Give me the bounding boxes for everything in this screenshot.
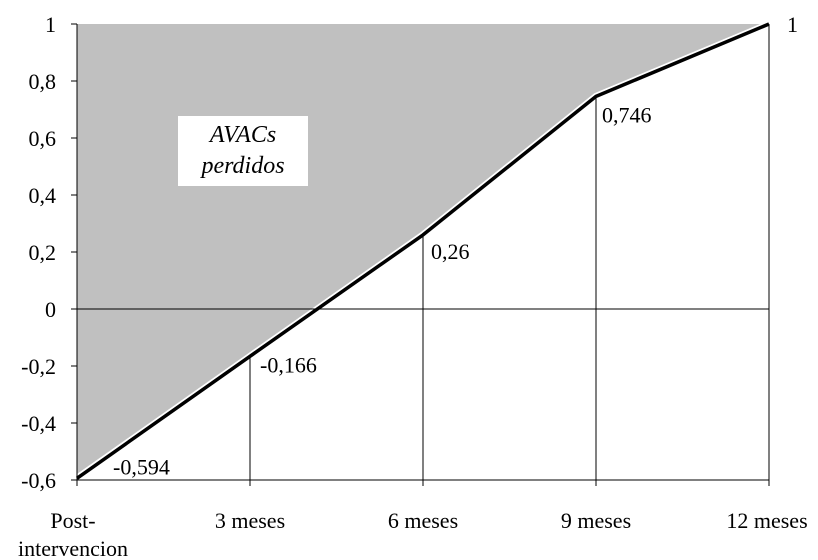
data-label: 1: [787, 12, 798, 37]
y-tick-label: 0,2: [29, 240, 57, 265]
x-tick-label: 3 meses: [215, 508, 285, 533]
axes: [71, 23, 770, 486]
annotation-line-2: perdidos: [201, 153, 285, 179]
y-tick-label: -0,2: [21, 354, 56, 379]
annotation-line-1: AVACs: [209, 122, 277, 148]
y-tick-label: 0,6: [29, 126, 57, 151]
x-tick-label: 6 meses: [388, 508, 458, 533]
x-tick-label: Post-intervencion: [18, 508, 128, 560]
y-tick-label: 0,8: [29, 69, 57, 94]
y-tick-label: -0,6: [21, 468, 56, 493]
y-tick-label: 1: [45, 12, 56, 37]
data-label: -0,594: [113, 454, 170, 479]
y-tick-label: 0: [45, 297, 56, 322]
data-label: -0,166: [260, 352, 317, 377]
avacs-annotation: AVACs perdidos: [178, 116, 308, 186]
x-tick-label: 12 meses: [726, 508, 807, 533]
data-label: 0,26: [431, 239, 470, 264]
y-tick-label: -0,4: [21, 411, 56, 436]
y-tick-label: 0,4: [29, 183, 57, 208]
x-tick-label: 9 meses: [561, 508, 631, 533]
labels: -0,6 -0,4 -0,2 0 0,2 0,4 0,6 0,8 1 Post-intervenc…: [18, 12, 808, 560]
data-label: 0,746: [602, 102, 652, 127]
